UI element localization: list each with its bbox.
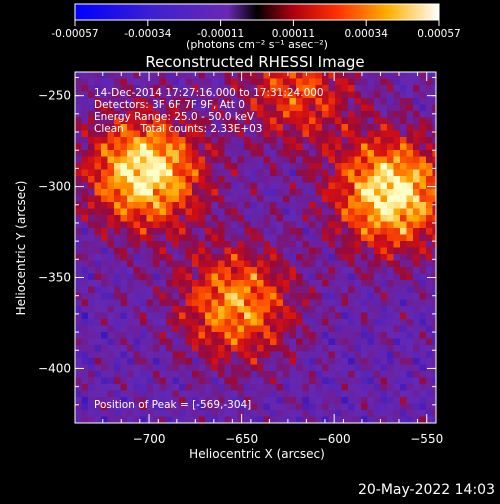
annotation-energy: Energy Range: 25.0 - 50.0 keV	[94, 111, 255, 123]
x-tick-label: −600	[318, 432, 351, 446]
axis-ticks: −700 −650 −600 −550 −250 −300 −350 −400	[38, 72, 443, 446]
colorbar-units: (photons cm⁻² s⁻¹ asec⁻²)	[186, 38, 328, 51]
colorbar-tick-label: -0.00057	[51, 28, 98, 40]
footer-timestamp: 20-May-2022 14:03	[358, 482, 495, 498]
chart-title: Reconstructed RHESSI Image	[145, 53, 364, 71]
y-axis-label: Heliocentric Y (arcsec)	[14, 181, 28, 316]
info-annotations: 14-Dec-2014 17:27:16.000 to 17:31:24.000…	[94, 87, 324, 135]
colorbar	[74, 3, 440, 21]
y-tick-label: −250	[38, 89, 71, 103]
x-tick-label: −650	[225, 432, 258, 446]
annotation-time: 14-Dec-2014 17:27:16.000 to 17:31:24.000	[94, 87, 324, 99]
colorbar-tick-label: 0.00011	[272, 28, 315, 40]
heatmap-image	[75, 72, 436, 423]
annotation-detectors: Detectors: 3F 6F 7F 9F, Att 0	[94, 99, 245, 111]
colorbar-tick-label: -0.00034	[124, 28, 172, 40]
x-axis-label: Heliocentric X (arcsec)	[189, 447, 325, 461]
peak-position-label: Position of Peak = [-569,-304]	[94, 399, 251, 411]
plot-frame	[74, 71, 437, 424]
x-tick-label: −700	[133, 432, 166, 446]
colorbar-tick-label: -0.00011	[197, 28, 244, 40]
annotation-clean: Clean Total counts: 2.33E+03	[94, 123, 263, 135]
y-tick-label: −300	[38, 180, 71, 194]
colorbar-tick-label: 0.00034	[344, 28, 388, 40]
x-tick-label: −550	[410, 432, 443, 446]
y-tick-label: −400	[38, 361, 71, 375]
y-tick-label: −350	[38, 271, 71, 285]
colorbar-tick-label: 0.00057	[417, 28, 460, 40]
colorbar-ticks: -0.00057 -0.00034 -0.00011 0.00011 0.00034 0.…	[51, 20, 461, 40]
